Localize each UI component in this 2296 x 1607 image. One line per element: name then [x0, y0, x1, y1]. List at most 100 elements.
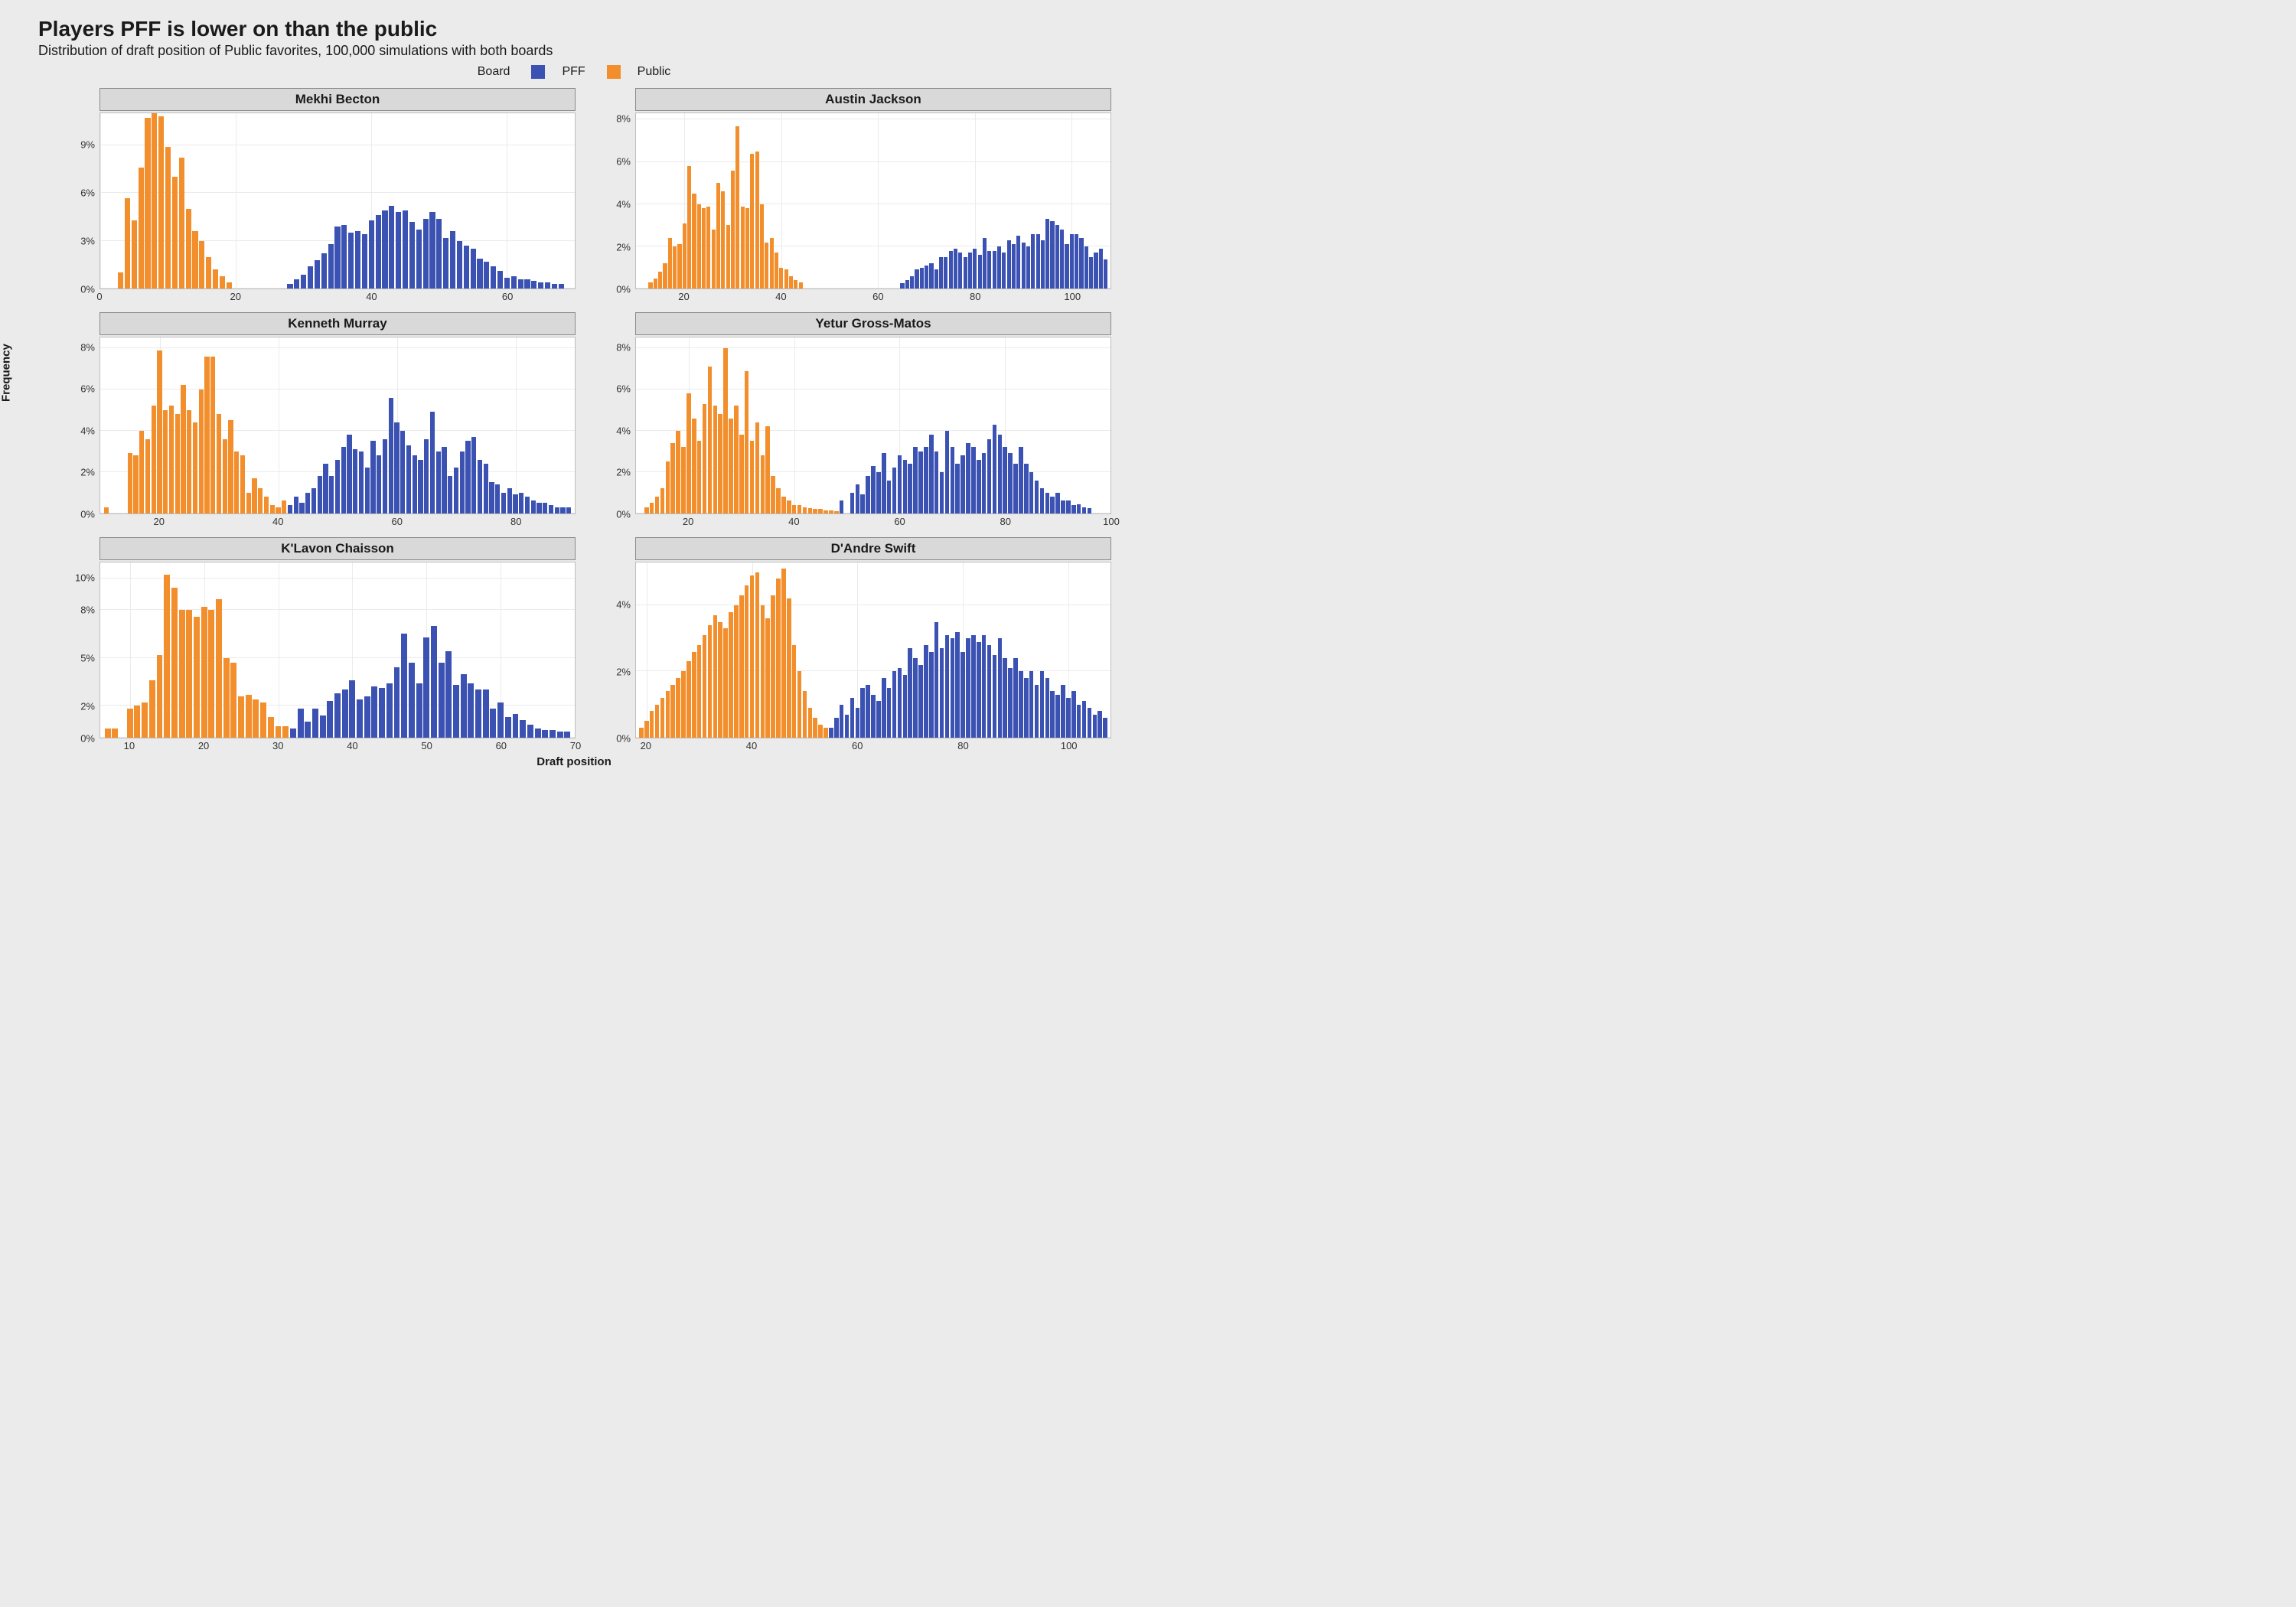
bar	[1099, 249, 1103, 288]
bar	[369, 220, 374, 289]
bar	[545, 282, 550, 288]
bar	[703, 635, 707, 738]
bar	[276, 507, 280, 513]
bar	[442, 447, 446, 513]
y-axis: 0%2%5%8%10%	[57, 562, 99, 738]
bar	[208, 610, 214, 738]
bar	[377, 455, 381, 513]
y-tick-label: 5%	[80, 652, 95, 663]
x-tick-label: 60	[872, 291, 883, 302]
bar	[993, 251, 996, 289]
facet-panel: Mekhi Becton0%3%6%9%0204060	[54, 83, 589, 308]
bar	[973, 249, 977, 288]
bar	[660, 698, 665, 738]
bar	[312, 709, 318, 738]
bars-layer	[636, 113, 1110, 288]
bar	[1013, 658, 1018, 738]
legend: Board PFF Public	[23, 65, 1125, 79]
bar	[1071, 691, 1076, 738]
y-tick-label: 6%	[80, 187, 95, 199]
bar	[741, 207, 745, 289]
bar	[359, 451, 364, 513]
bar	[194, 617, 200, 738]
x-tick-label: 60	[894, 516, 905, 527]
bar	[966, 443, 970, 513]
plot-wrap: 0%2%4%6%8%	[592, 112, 1111, 289]
bar	[320, 715, 326, 738]
bar	[1061, 500, 1065, 513]
bar	[186, 209, 191, 288]
x-tick-label: 10	[124, 740, 135, 751]
bar	[871, 695, 876, 738]
bar	[654, 279, 657, 289]
y-tick-label: 9%	[80, 139, 95, 151]
bar	[908, 464, 912, 513]
bar	[252, 478, 256, 513]
bar	[423, 219, 429, 289]
y-tick-label: 2%	[80, 700, 95, 712]
bar	[1031, 234, 1035, 289]
x-tick-label: 50	[421, 740, 432, 751]
bar	[951, 447, 955, 513]
bar	[329, 476, 334, 513]
bars-layer	[100, 562, 575, 738]
bar	[471, 437, 476, 513]
x-tick-label: 20	[641, 740, 651, 751]
bar	[750, 154, 754, 289]
bar	[887, 688, 892, 738]
bar	[538, 282, 543, 288]
bar	[125, 198, 130, 289]
bar	[139, 168, 144, 288]
bar	[792, 505, 797, 513]
bar	[355, 231, 360, 288]
bar	[328, 244, 334, 288]
bar	[1079, 238, 1083, 288]
bar	[504, 278, 510, 289]
bar	[220, 276, 225, 289]
bar	[453, 685, 459, 738]
bar	[692, 652, 696, 738]
bar	[132, 220, 137, 289]
bar	[179, 158, 184, 288]
bar	[347, 435, 351, 513]
bar	[315, 260, 320, 289]
bar	[876, 472, 881, 513]
bar	[797, 671, 802, 738]
bar	[1050, 497, 1055, 513]
bar	[924, 645, 928, 738]
bar	[321, 253, 327, 288]
bar	[971, 635, 976, 738]
bar	[918, 451, 923, 513]
bar	[929, 652, 934, 738]
x-tick-label: 80	[1000, 516, 1011, 527]
bar	[483, 689, 489, 738]
bar	[913, 658, 918, 738]
bar	[1008, 668, 1013, 738]
bar	[416, 683, 422, 738]
bar	[718, 414, 722, 513]
bar	[505, 717, 511, 738]
bar	[903, 460, 908, 513]
bar	[945, 431, 950, 513]
bar	[382, 210, 387, 288]
plot-wrap: 0%3%6%9%	[57, 112, 576, 289]
y-tick-label: 0%	[80, 284, 95, 295]
bar	[409, 663, 415, 738]
bar	[234, 451, 239, 513]
bar	[781, 569, 786, 738]
bar	[876, 701, 881, 738]
bar	[550, 730, 556, 738]
bar	[663, 263, 667, 288]
bar	[687, 393, 691, 513]
bar	[294, 497, 298, 513]
bar	[1060, 230, 1064, 288]
bar	[276, 726, 282, 738]
bar	[206, 257, 211, 289]
bar	[781, 497, 786, 513]
bar	[993, 425, 997, 513]
bar	[341, 447, 346, 513]
y-tick-label: 4%	[616, 425, 631, 436]
bar	[169, 406, 174, 513]
bar	[794, 280, 797, 288]
bar	[164, 575, 170, 738]
